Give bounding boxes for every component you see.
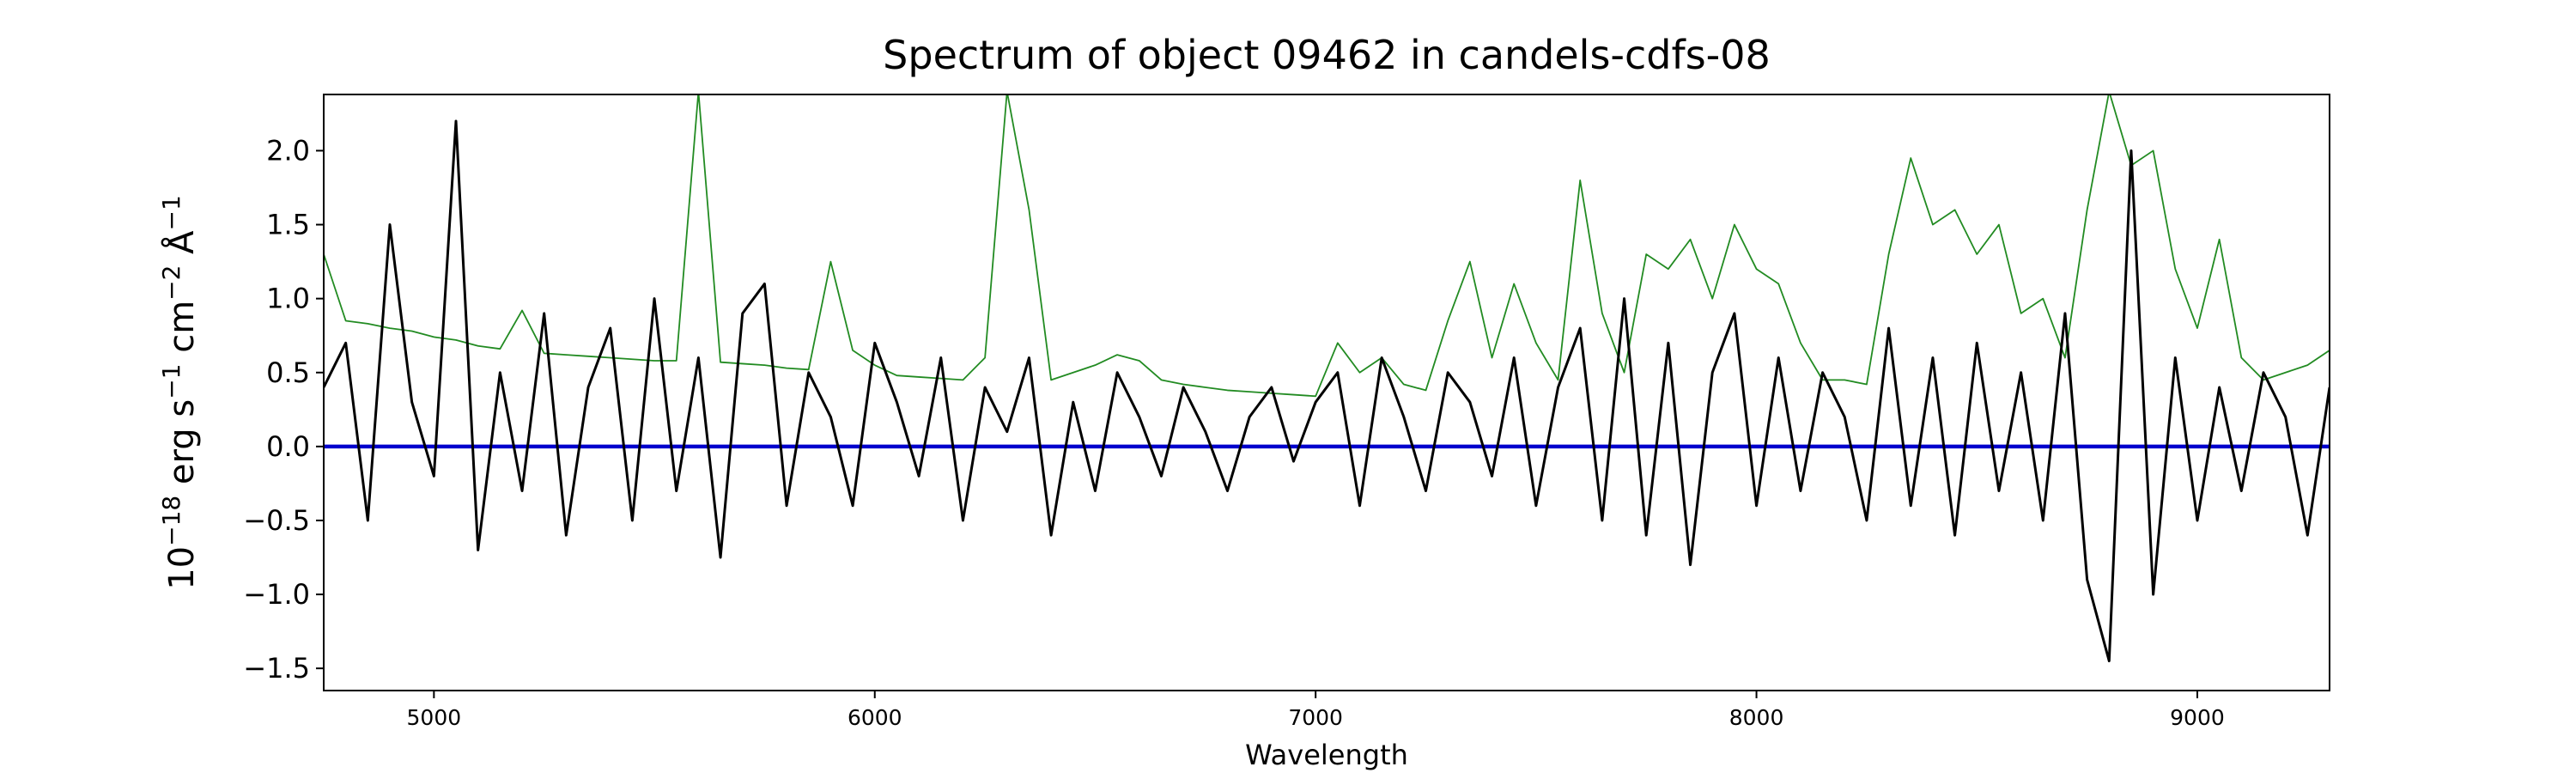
y-label-part: Å	[161, 230, 202, 265]
x-tick-label: 5000	[407, 705, 462, 730]
y-label-sup: −18	[157, 496, 185, 546]
y-label-sup: −1	[157, 195, 185, 230]
y-label-part: cm	[162, 301, 202, 364]
y-tick-label: −0.5	[243, 504, 310, 537]
x-axis-label: Wavelength	[1245, 739, 1408, 771]
chart-title: Spectrum of object 09462 in candels-cdfs…	[883, 32, 1771, 78]
y-label-sup: −1	[157, 364, 185, 399]
x-tick-label: 9000	[2170, 705, 2225, 730]
y-tick-label: 1.0	[266, 283, 310, 315]
y-label-sup: −2	[157, 265, 185, 301]
y-tick-label: 0.5	[266, 356, 310, 389]
x-tick-label: 6000	[848, 705, 902, 730]
y-tick-label: −1.5	[243, 652, 310, 685]
y-tick-label: −1.0	[243, 578, 310, 611]
y-tick-label: 1.5	[266, 209, 310, 241]
y-axis-label: 10−18 erg s−1 cm−2 Å−1	[157, 195, 202, 590]
plot-frame	[323, 94, 2330, 691]
x-tick-label: 7000	[1288, 705, 1343, 730]
y-tick-label: 0.0	[266, 430, 310, 463]
x-tick-label: 8000	[1729, 705, 1784, 730]
y-label-part: 10	[162, 546, 202, 590]
y-label-part: erg s	[162, 399, 202, 496]
y-tick-label: 2.0	[266, 134, 310, 167]
spectrum-line	[324, 119, 2330, 663]
spectrum-line	[324, 94, 2330, 398]
